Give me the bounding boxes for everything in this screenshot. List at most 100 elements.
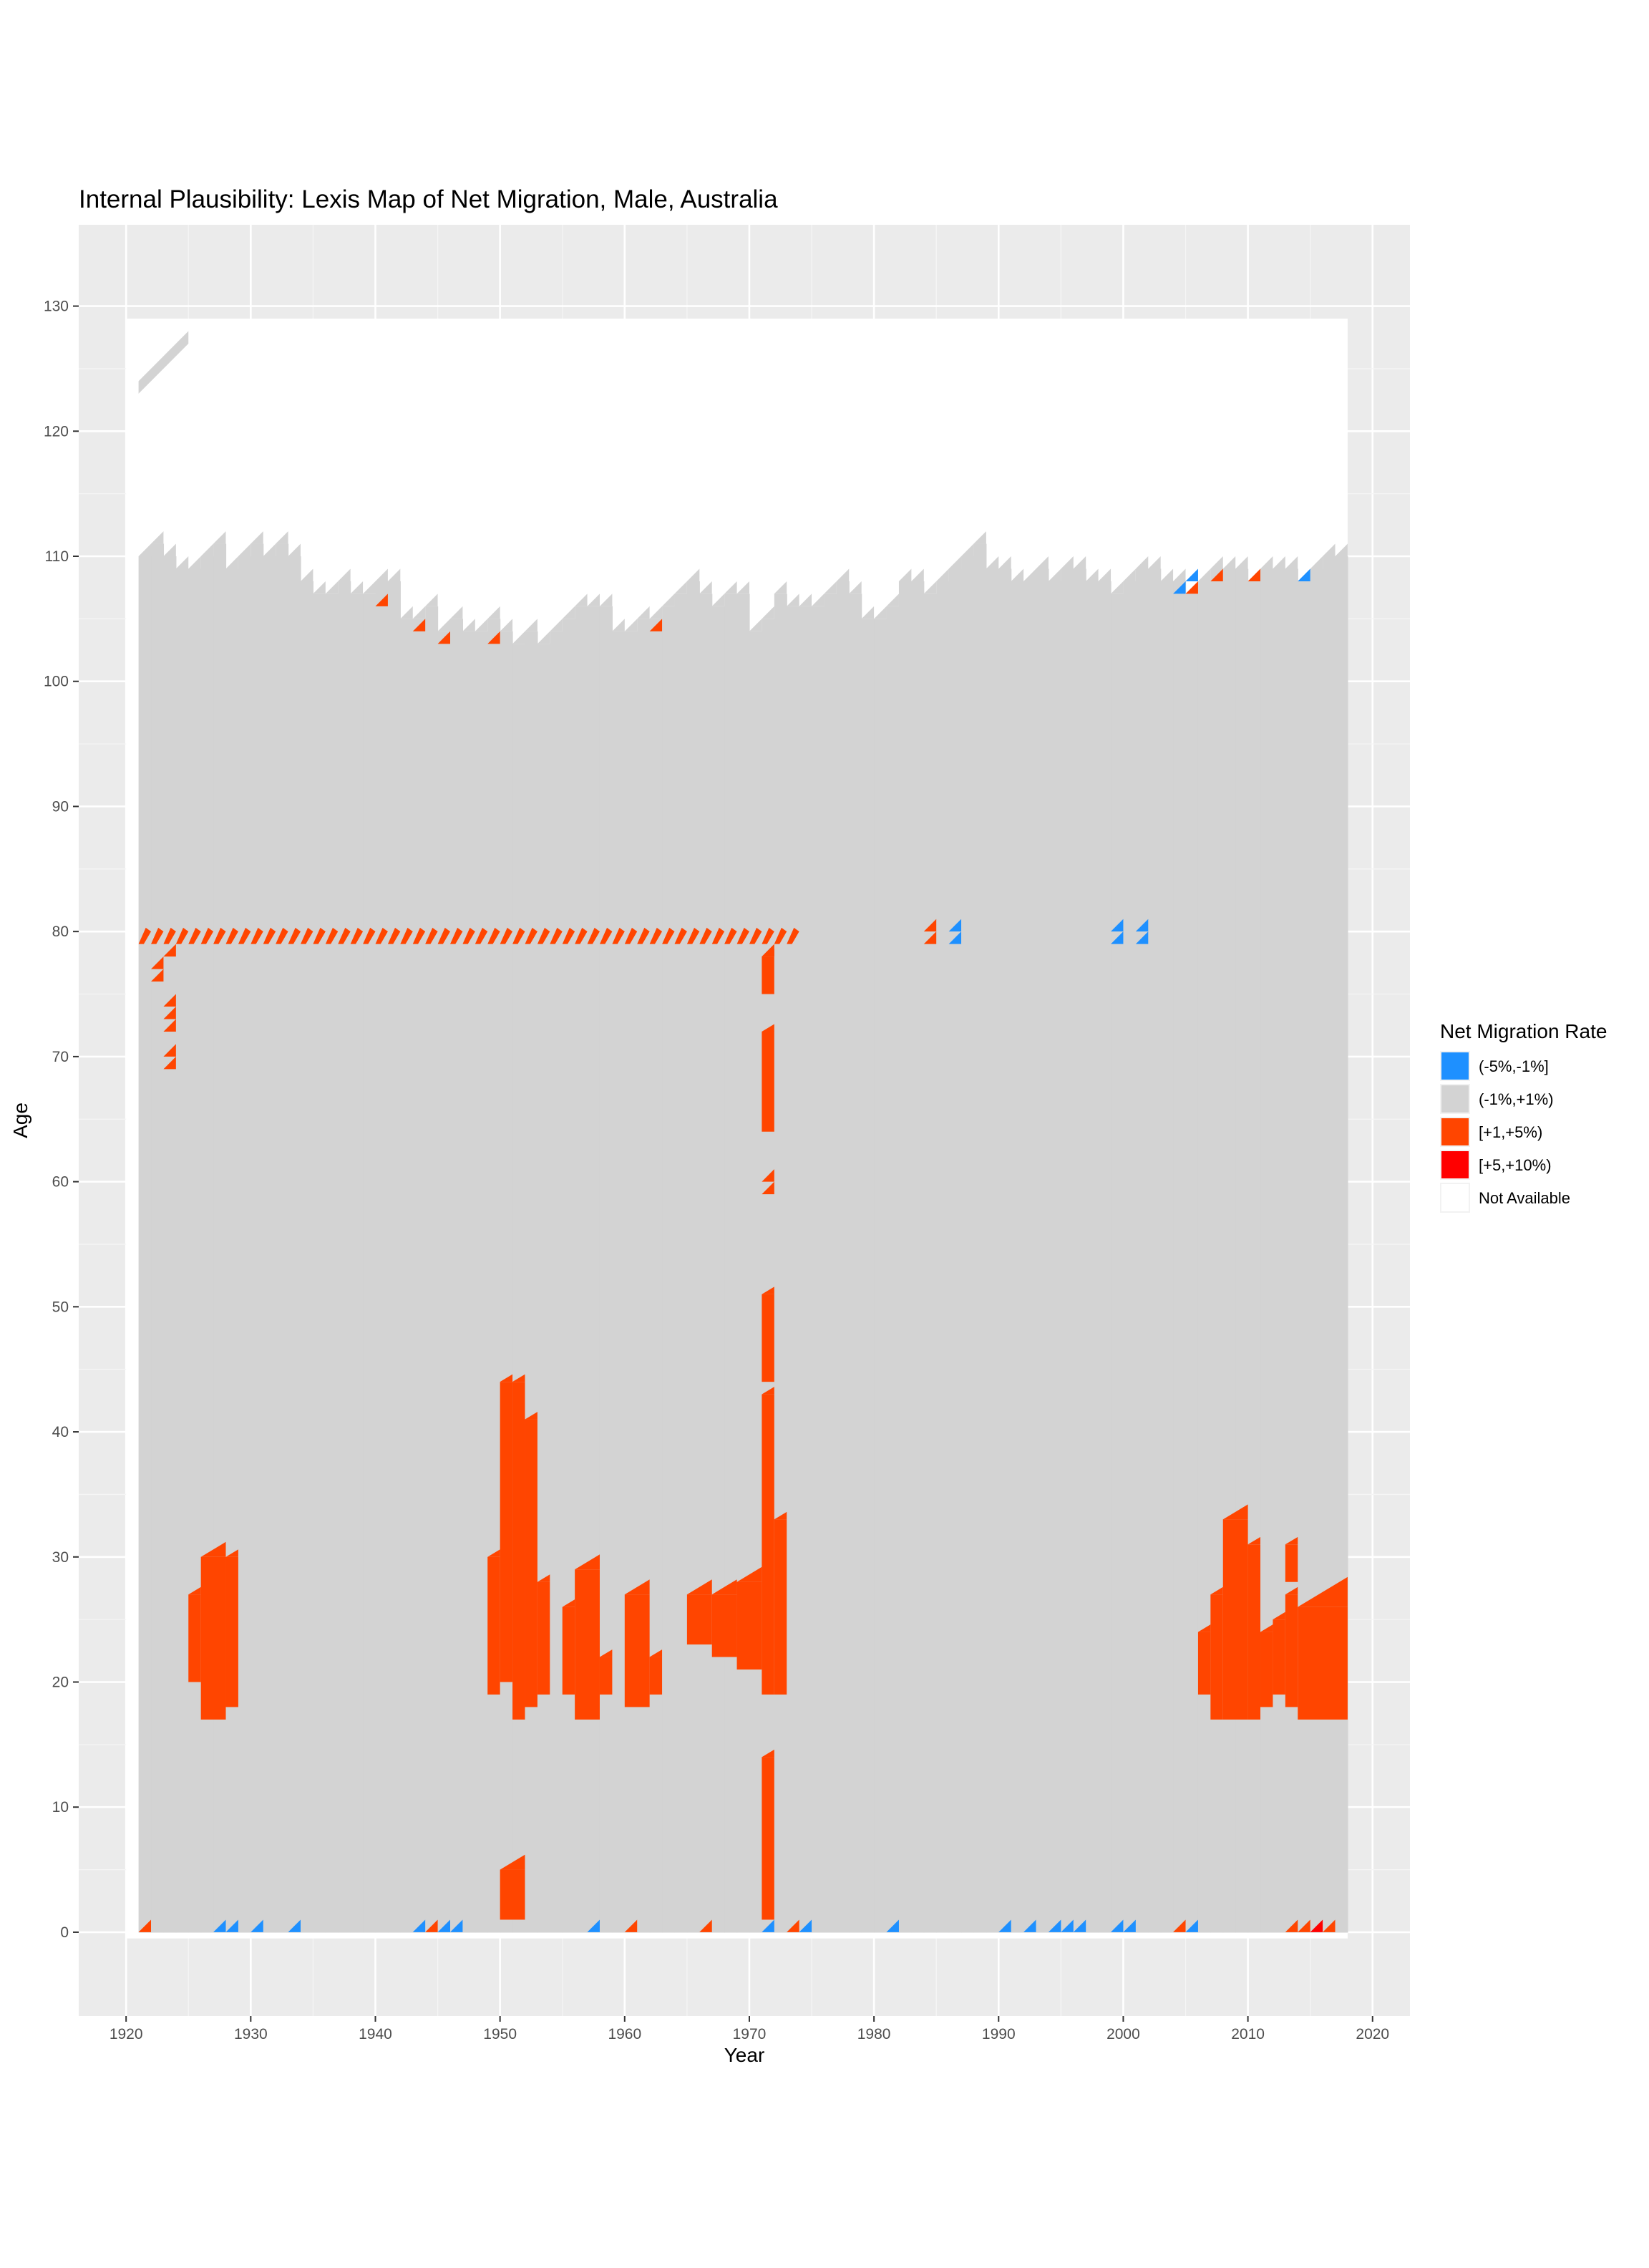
lexis-cell-column <box>787 606 800 1933</box>
lexis-cell-highlight <box>1323 1919 1336 1932</box>
lexis-triangle <box>1197 568 1211 581</box>
lexis-cell-column <box>599 606 613 1933</box>
lexis-cell-highlight <box>612 927 625 944</box>
lexis-cell-highlight <box>1111 931 1124 944</box>
lexis-cell-column <box>898 581 912 1933</box>
lexis-cell-column <box>462 631 476 1933</box>
lexis-cell-block <box>649 1657 663 1695</box>
lexis-cell-highlight <box>163 1007 176 1019</box>
lexis-cell-highlight <box>1185 1919 1198 1932</box>
lexis-triangle <box>562 606 575 619</box>
lexis-triangle <box>263 543 276 557</box>
lexis-triangle <box>1222 1504 1248 1520</box>
lexis-cell-column <box>575 606 588 1933</box>
lexis-cell-highlight <box>923 931 937 944</box>
lexis-cell-block <box>200 1556 226 1720</box>
lexis-triangle <box>1173 568 1186 581</box>
lexis-cell-highlight <box>525 927 537 944</box>
lexis-triangle <box>138 543 152 557</box>
lexis-cell-column <box>301 581 314 1933</box>
lexis-triangle <box>375 568 388 581</box>
lexis-cell-block <box>1197 1632 1211 1695</box>
lexis-cell-highlight <box>1173 581 1186 594</box>
lexis-triangle <box>487 606 500 619</box>
lexis-cell-highlight <box>363 927 376 944</box>
lexis-cell-column <box>1247 581 1261 1933</box>
lexis-cell-column <box>936 581 950 1933</box>
legend-key-swatch <box>1441 1151 1469 1178</box>
legend-entry-label: (-5%,-1%] <box>1479 1057 1549 1075</box>
lexis-cell-highlight <box>512 927 525 944</box>
lexis-triangle <box>762 1387 774 1395</box>
lexis-triangle <box>338 568 351 581</box>
lexis-cell-column <box>437 631 451 1933</box>
lexis-cell-column <box>1111 593 1124 1933</box>
lexis-cell-highlight <box>762 1169 774 1182</box>
lexis-triangle <box>500 1374 513 1382</box>
lexis-cell-highlight <box>762 927 774 944</box>
lexis-triangle <box>363 581 376 594</box>
lexis-cell-highlight <box>674 927 687 944</box>
lexis-cell-column <box>425 606 439 1933</box>
y-tick-label: 0 <box>60 1924 69 1941</box>
lexis-cell-highlight <box>301 927 313 944</box>
lexis-cell-column <box>276 543 289 1933</box>
lexis-cell-highlight <box>787 1919 799 1932</box>
lexis-cell-column <box>1036 568 1049 1933</box>
lexis-cell-highlight <box>1123 1919 1136 1932</box>
lexis-cell-highlight <box>649 927 663 944</box>
lexis-triangle <box>662 593 675 606</box>
lexis-cell-column <box>175 568 189 1933</box>
lexis-triangle <box>1011 568 1024 581</box>
lexis-cell-column <box>1298 581 1311 1933</box>
lexis-cell-block <box>500 1869 525 1920</box>
lexis-cell-highlight <box>487 631 500 644</box>
lexis-triangle <box>998 556 1011 569</box>
lexis-cell-column <box>1285 568 1298 1933</box>
y-tick-label: 120 <box>44 423 69 440</box>
lexis-triangle <box>449 606 463 619</box>
lexis-triangle <box>649 1649 663 1657</box>
lexis-cell-column <box>612 631 626 1933</box>
lexis-cell-column <box>998 568 1012 1933</box>
lexis-cell-block <box>1247 1544 1261 1720</box>
lexis-cell-column <box>151 543 165 1933</box>
x-tick-label: 2020 <box>1356 2026 1389 2042</box>
lexis-cell-column <box>1160 581 1174 1933</box>
lexis-cell-highlight <box>238 927 251 944</box>
lexis-cell-highlight <box>762 1919 774 1932</box>
lexis-triangle <box>686 1579 712 1595</box>
lexis-triangle <box>637 606 650 619</box>
lexis-cell-column <box>824 593 837 1933</box>
lexis-cell-highlight <box>412 1919 426 1932</box>
lexis-triangle <box>512 1374 525 1382</box>
lexis-triangle <box>301 568 313 581</box>
lexis-cell-highlight <box>699 927 712 944</box>
lexis-cell-highlight <box>1298 568 1310 581</box>
x-tick-label: 1960 <box>608 2026 641 2042</box>
lexis-cell-highlight <box>762 1181 774 1195</box>
lexis-triangle <box>437 619 450 631</box>
lexis-triangle <box>550 619 563 631</box>
chart-title: Internal Plausibility: Lexis Map of Net … <box>79 185 778 213</box>
lexis-cell-highlight <box>998 1919 1011 1932</box>
lexis-triangle <box>1310 556 1323 569</box>
lexis-triangle <box>1260 556 1273 569</box>
lexis-triangle <box>1135 556 1149 569</box>
lexis-cell-highlight <box>313 927 326 944</box>
lexis-cell-highlight <box>749 927 762 944</box>
legend-entry-label: [+5,+10%) <box>1479 1156 1552 1174</box>
lexis-cell-block <box>736 1581 762 1670</box>
lexis-cell-highlight <box>200 927 214 944</box>
lexis-cell-highlight <box>250 1919 263 1932</box>
lexis-cell-block <box>1260 1632 1273 1707</box>
lexis-cell-block <box>500 1382 513 1682</box>
lexis-cell-column <box>238 556 251 1933</box>
lexis-cell-column <box>1061 568 1074 1933</box>
lexis-triangle <box>874 606 887 619</box>
lexis-cell-column <box>163 556 177 1933</box>
lexis-cell-column <box>686 581 700 1933</box>
lexis-cell-column <box>313 593 326 1933</box>
y-axis-title: Age <box>9 1102 31 1138</box>
lexis-cell-highlight <box>948 931 962 944</box>
